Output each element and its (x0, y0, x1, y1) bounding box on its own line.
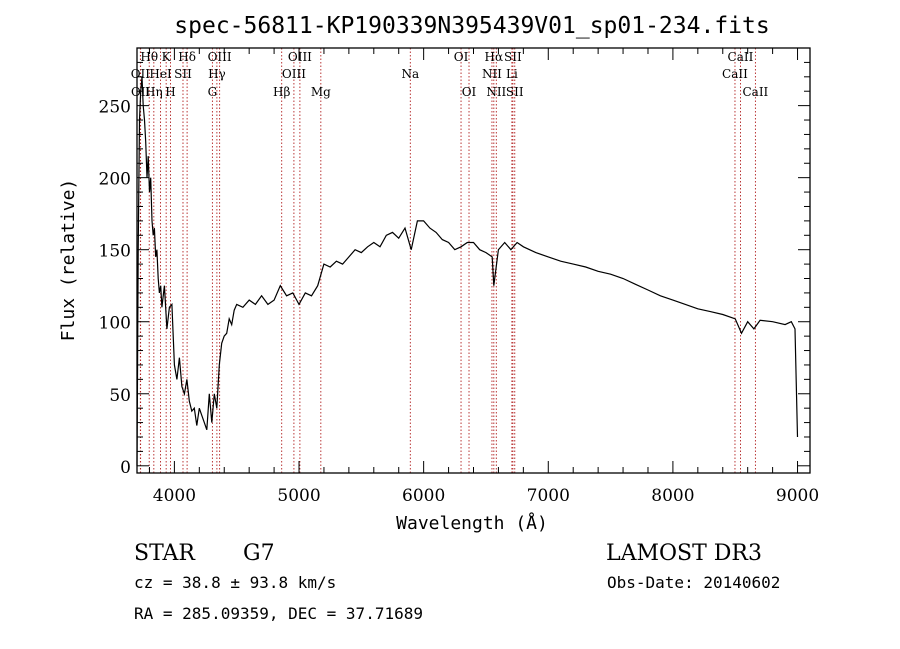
coordinates: RA = 285.09359, DEC = 37.71689 (134, 604, 423, 623)
line-marker-label: G (208, 85, 218, 99)
obs-date: Obs-Date: 20140602 (607, 573, 780, 592)
chart-title: spec-56811-KP190339N395439V01_sp01-234.f… (174, 13, 769, 39)
object-class: STAR (134, 541, 196, 566)
line-marker-label: SII (506, 85, 524, 99)
y-axis-label: Flux (relative) (58, 179, 79, 342)
line-marker-label: HeI (149, 67, 172, 81)
line-marker-label: Hα (485, 50, 504, 64)
y-tick-label: 50 (109, 386, 131, 406)
y-tick-label: 200 (99, 170, 131, 190)
line-marker-label: Na (401, 67, 419, 81)
x-tick-label: 8000 (651, 486, 694, 506)
line-marker-label: OIII (288, 50, 312, 64)
line-marker-label: CaII (742, 85, 768, 99)
line-marker-label: Li (506, 67, 518, 81)
line-marker-label: K (162, 50, 172, 64)
x-axis-label: Wavelength (Å) (396, 512, 548, 534)
x-tick-label: 6000 (402, 486, 445, 506)
y-axis: 0 50 100 150 200 250 (99, 61, 810, 478)
line-marker-label: Hδ (178, 50, 196, 64)
object-subclass: G7 (243, 541, 275, 566)
x-tick-label: 5000 (277, 486, 320, 506)
line-marker-label: OI (454, 50, 469, 64)
line-marker-label: Hγ (208, 67, 226, 81)
line-marker-label: NII (482, 67, 502, 81)
line-marker-label: SII (174, 67, 192, 81)
survey-name: LAMOST DR3 (606, 541, 762, 566)
x-tick-label: 7000 (527, 486, 570, 506)
line-marker-label: OIII (282, 67, 306, 81)
spectrum-line (136, 76, 799, 466)
y-tick-label: 100 (99, 314, 131, 334)
line-marker-label: Mg (311, 85, 331, 99)
line-marker-group (139, 48, 756, 473)
line-marker-label: H (165, 85, 175, 99)
line-marker-label: Hθ (140, 50, 158, 64)
line-marker-label: CaII (722, 67, 748, 81)
plot-frame (136, 47, 811, 474)
y-tick-label: 0 (120, 458, 131, 478)
line-marker-label: NII (486, 85, 506, 99)
line-marker-label: Hβ (273, 85, 290, 99)
x-tick-label: 9000 (776, 486, 819, 506)
line-marker-label: OI (462, 85, 477, 99)
y-tick-label: 250 (99, 98, 131, 118)
line-marker-label: SII (504, 50, 522, 64)
x-tick-label: 4000 (153, 486, 196, 506)
y-tick-label: 150 (99, 242, 131, 262)
redshift-info: cz = 38.8 ± 93.8 km/s (134, 573, 336, 592)
x-axis: 4000 5000 6000 7000 8000 9000 (148, 48, 819, 506)
line-marker-label: OIII (208, 50, 232, 64)
line-marker-label: Hη (145, 85, 163, 99)
line-marker-label: CaII (728, 50, 754, 64)
line-marker-label: OII (131, 67, 151, 81)
